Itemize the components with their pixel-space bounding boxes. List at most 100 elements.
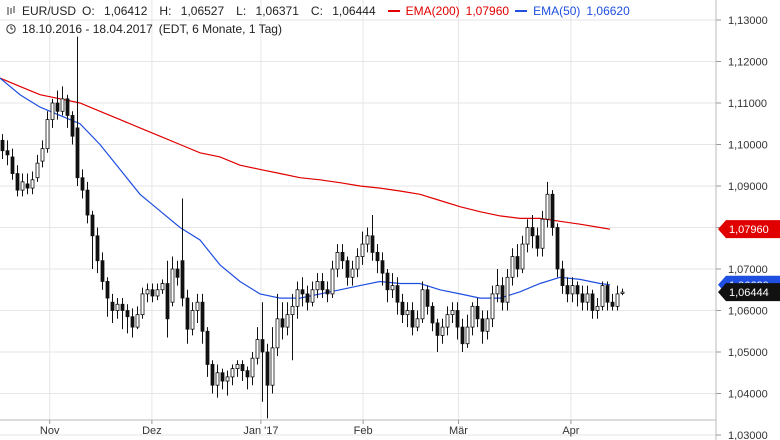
candle xyxy=(105,277,110,317)
candle xyxy=(570,277,575,303)
y-tick-label: 1,05000 xyxy=(728,347,768,359)
price-tag-shape xyxy=(718,220,780,239)
candle xyxy=(450,302,455,323)
candle-body xyxy=(260,339,265,353)
candle xyxy=(520,235,525,274)
candle-body xyxy=(490,293,495,320)
ema200-legend-label: EMA(200) xyxy=(405,4,460,18)
period-info: (EDT, 6 Monate, 1 Tag) xyxy=(158,22,282,36)
low-label: L: xyxy=(236,4,247,18)
candle-body xyxy=(105,281,110,299)
candle-body xyxy=(410,310,415,328)
candle xyxy=(20,173,25,197)
candle xyxy=(405,302,410,328)
ema200-layer xyxy=(0,77,611,230)
candle-body xyxy=(455,310,460,328)
candle xyxy=(490,285,495,328)
candle-body xyxy=(215,372,220,386)
ema200-legend-value: 1,07960 xyxy=(465,4,510,18)
candle-body xyxy=(485,318,490,332)
y-tick-label: 1,04000 xyxy=(728,389,768,401)
candle xyxy=(590,289,595,319)
symbol-label: EUR/USD xyxy=(22,4,77,18)
low-value: 1,06371 xyxy=(255,4,299,18)
candle xyxy=(80,169,85,199)
candle-body xyxy=(420,289,425,320)
candle-body xyxy=(110,301,115,311)
close-label: C: xyxy=(310,4,323,18)
candle xyxy=(240,360,245,382)
candle xyxy=(620,288,625,296)
candle xyxy=(270,327,275,394)
candle xyxy=(555,223,560,278)
candle-body xyxy=(5,150,10,156)
candle xyxy=(100,252,105,290)
close-value: 1,06444 xyxy=(332,4,376,18)
candle-body xyxy=(135,314,140,328)
candle-body xyxy=(155,289,160,297)
candle xyxy=(190,302,195,336)
candle-body xyxy=(55,102,60,112)
candle xyxy=(95,227,100,274)
candle-body xyxy=(235,364,240,370)
candle xyxy=(370,215,375,261)
candle xyxy=(135,306,140,330)
ema50-legend-label: EMA(50) xyxy=(533,4,581,18)
candle xyxy=(505,269,510,311)
price-tag-label: 1,06444 xyxy=(729,287,769,299)
y-tick-label: 1,03000 xyxy=(728,430,768,440)
candle xyxy=(110,293,115,323)
ema50-layer xyxy=(0,77,611,299)
candle xyxy=(160,279,165,294)
candle-body xyxy=(145,289,150,295)
candle xyxy=(170,256,175,307)
y-tick-label: 1,11000 xyxy=(728,98,767,110)
candle-body xyxy=(595,305,600,311)
candle-body xyxy=(60,98,65,112)
candle xyxy=(150,283,155,303)
candle xyxy=(390,273,395,299)
candle-body xyxy=(350,268,355,278)
candle xyxy=(250,352,255,386)
candle xyxy=(220,368,225,390)
candle-body xyxy=(535,235,540,249)
candle-body xyxy=(295,289,300,307)
candle xyxy=(375,244,380,274)
y-tick-label: 1,13000 xyxy=(728,15,768,27)
candle-body xyxy=(525,227,530,245)
candle xyxy=(605,281,610,311)
candle xyxy=(400,293,405,323)
candle-body xyxy=(330,268,335,295)
candle xyxy=(360,231,365,265)
chart-type-icon[interactable] xyxy=(6,6,16,16)
candle-body xyxy=(120,303,125,311)
candle-body xyxy=(75,127,80,179)
candle-body xyxy=(65,98,70,116)
candle-body xyxy=(310,289,315,303)
candle xyxy=(395,277,400,315)
candle xyxy=(260,302,265,402)
candle-body xyxy=(255,339,260,359)
candle-body xyxy=(545,193,550,220)
header-line-1: EUR/USD O: 1,06412 H: 1,06527 L: 1,06371… xyxy=(6,4,636,18)
y-tick-label: 1,07000 xyxy=(728,264,768,276)
candle xyxy=(465,314,470,348)
candle xyxy=(610,293,615,311)
candle-body xyxy=(585,293,590,303)
candle-body xyxy=(590,293,595,311)
candle xyxy=(15,165,20,197)
candle xyxy=(30,171,35,195)
candle xyxy=(115,298,120,319)
candle-body xyxy=(285,314,290,328)
candle-body xyxy=(520,243,525,270)
candle-body xyxy=(190,310,195,330)
candle xyxy=(130,308,135,338)
candle-body xyxy=(220,372,225,382)
candle xyxy=(280,302,285,340)
candle xyxy=(210,360,215,394)
candle-body xyxy=(205,330,210,365)
y-tick-label: 1,10000 xyxy=(728,140,768,152)
candle-body xyxy=(15,173,20,191)
